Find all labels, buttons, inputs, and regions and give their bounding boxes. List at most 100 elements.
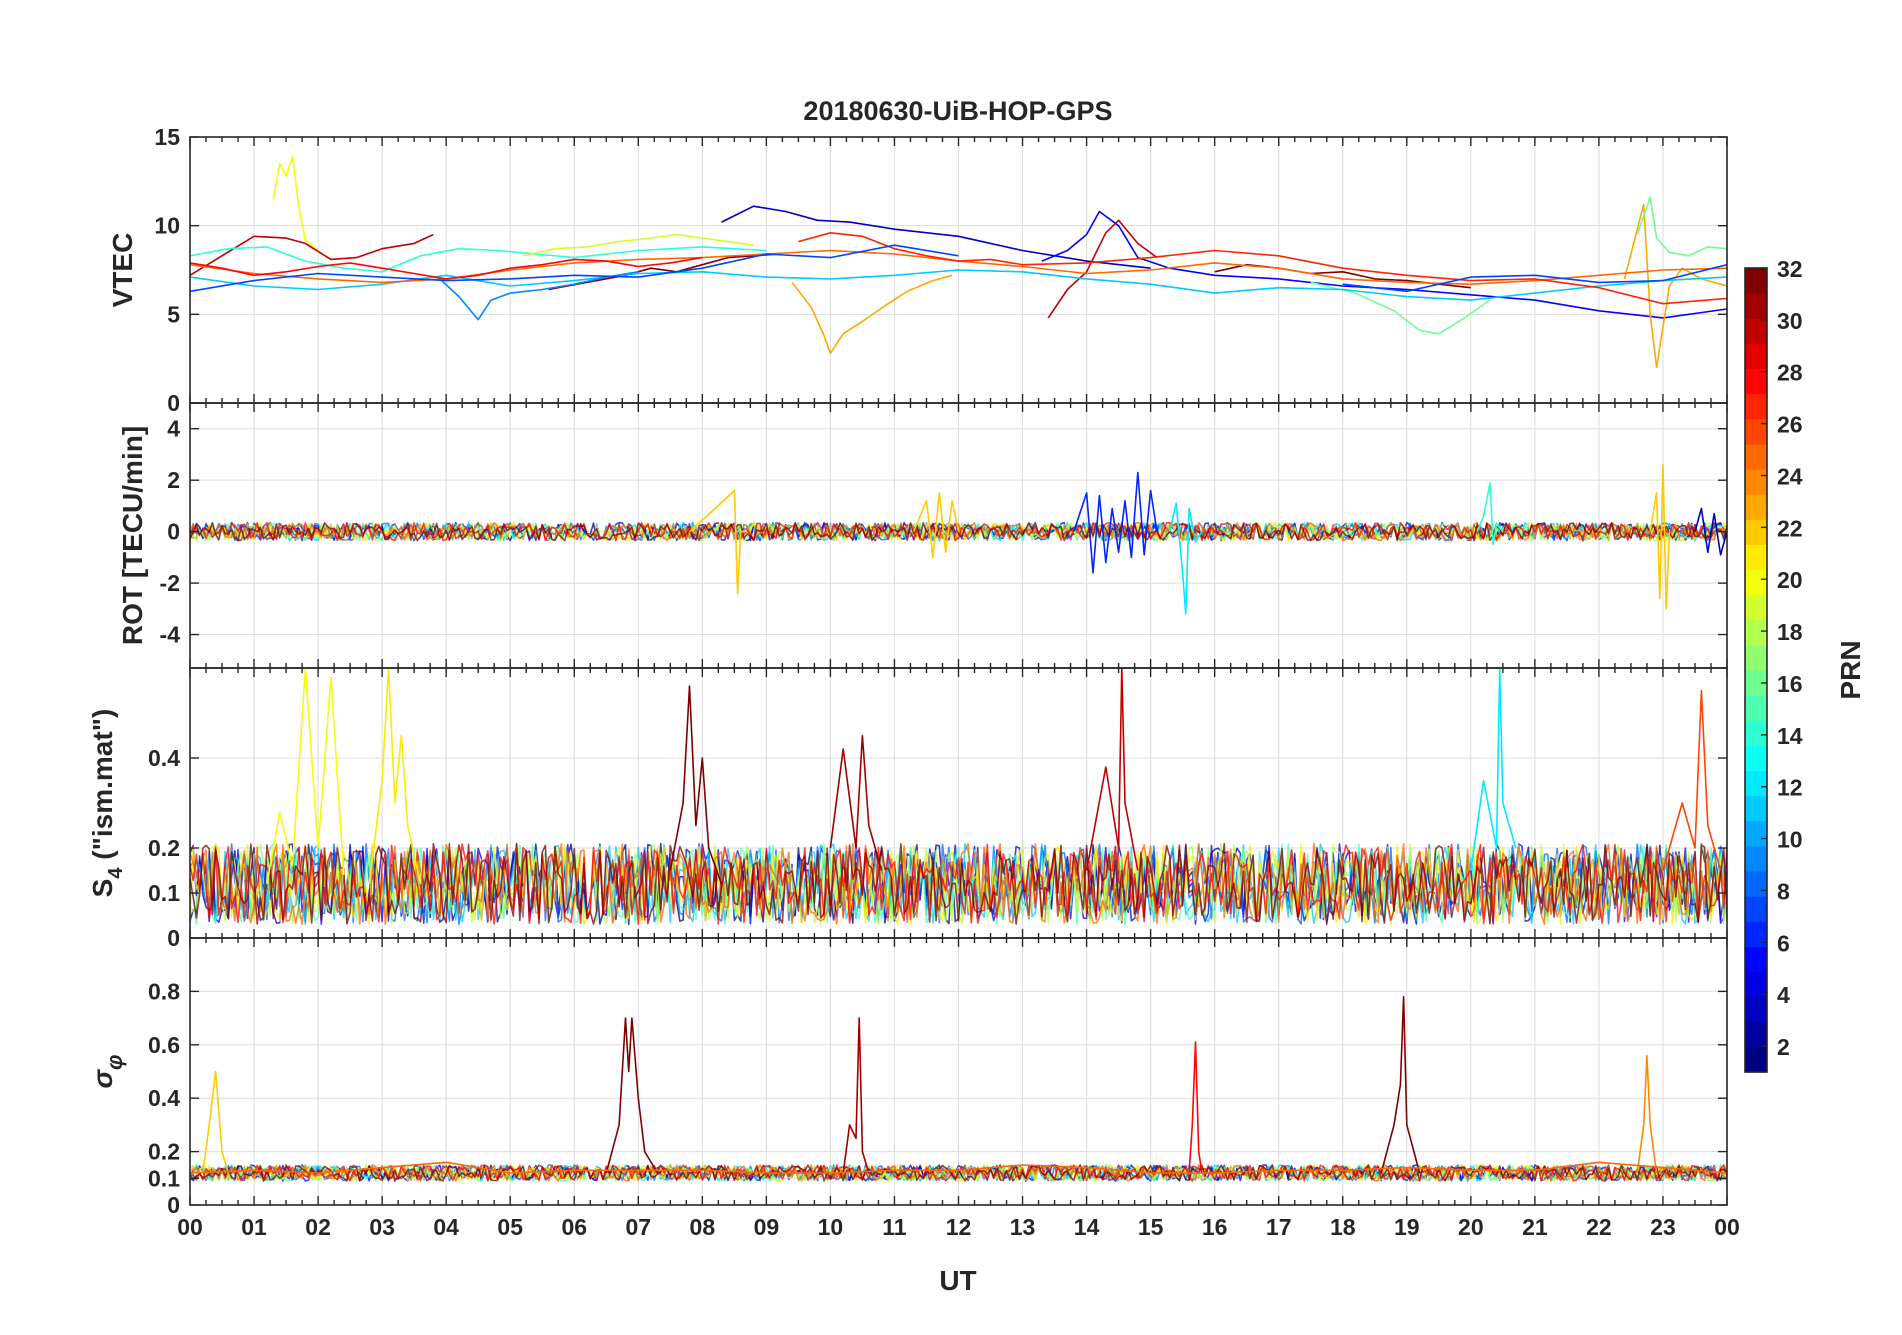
x-tick-label: 23	[1650, 1214, 1676, 1240]
noise-line	[190, 842, 1727, 926]
colorbar-label: PRN	[1835, 640, 1866, 699]
y-tick-label: -4	[160, 622, 181, 648]
x-tick-label: 12	[946, 1214, 972, 1240]
colorbar-swatch	[1745, 368, 1767, 395]
y-tick-label: 0.1	[148, 880, 180, 906]
series-line-prn-27	[798, 232, 1727, 305]
series-line-prn-5	[1041, 210, 1727, 319]
y-tick-label: 4	[167, 416, 180, 442]
colorbar-swatch	[1745, 619, 1767, 646]
colorbar-tick-label: 12	[1777, 775, 1803, 801]
colorbar-swatch	[1745, 519, 1767, 545]
colorbar-swatch	[1745, 695, 1767, 721]
colorbar-tick-label: 16	[1777, 671, 1803, 697]
colorbar-swatch	[1745, 795, 1767, 822]
noise-line	[190, 842, 1727, 926]
colorbar-swatch	[1745, 318, 1767, 344]
series-line-prn-20	[266, 668, 345, 885]
series-group	[190, 463, 1727, 615]
series-line-prn-31	[829, 734, 883, 871]
y-tick-label: 0	[167, 519, 180, 545]
series-line-prn-11	[190, 269, 1727, 301]
colorbar-tick-label: 10	[1777, 827, 1803, 853]
colorbar-tick-label: 4	[1777, 982, 1790, 1008]
series-line-prn-12	[1470, 668, 1517, 871]
x-tick-label: 00	[1714, 1214, 1740, 1240]
x-tick-label: 05	[497, 1214, 523, 1240]
series-line-prn-24	[1636, 1054, 1658, 1174]
y-tick-label: 0.8	[148, 978, 180, 1004]
x-tick-label: 15	[1138, 1214, 1164, 1240]
series-line-prn-21	[368, 668, 422, 885]
colorbar-swatch	[1745, 745, 1767, 772]
x-tick-label: 02	[305, 1214, 331, 1240]
colorbar-swatch	[1745, 845, 1767, 872]
colorbar-swatch	[1745, 820, 1767, 847]
y-tick-label: 2	[167, 467, 180, 493]
x-tick-label: 03	[369, 1214, 395, 1240]
series-line-prn-22	[1649, 463, 1671, 610]
colorbar-swatch	[1745, 418, 1767, 445]
series-line-prn-30	[1085, 668, 1139, 871]
series-line-prn-19	[522, 233, 754, 257]
colorbar-tick-label: 20	[1777, 567, 1803, 593]
panel-vtec: 0 5 10 15 VTEC	[107, 124, 1728, 416]
series-line-prn-28	[190, 256, 703, 280]
x-tick-label: 10	[818, 1214, 844, 1240]
colorbar-tick-label: 24	[1777, 463, 1803, 489]
series-line-prn-3	[1694, 507, 1727, 556]
x-tick-label: 14	[1074, 1214, 1100, 1240]
colorbar-swatch	[1745, 921, 1767, 947]
x-tick-label: 06	[561, 1214, 587, 1240]
series-line-prn-16	[1636, 196, 1727, 257]
colorbar-swatch	[1745, 770, 1767, 797]
series-line-prn-30	[190, 233, 434, 276]
series-line-prn-31	[842, 1017, 870, 1174]
colorbar-swatch	[1745, 644, 1767, 671]
y-tick-label: 0.2	[148, 1139, 180, 1165]
series-line-prn-28	[1188, 1041, 1203, 1174]
series-group	[190, 668, 1727, 926]
x-tick-label: 00	[177, 1214, 203, 1240]
x-tick-label: 01	[241, 1214, 267, 1240]
x-tick-label: 11	[882, 1214, 907, 1240]
y-axis-label: ROT [TECU/min]	[117, 426, 148, 645]
chart-title: 20180630-UiB-HOP-GPS	[803, 96, 1112, 126]
series-line-prn-30	[1047, 219, 1158, 319]
series-line-prn-22	[688, 489, 748, 595]
colorbar-swatch	[1745, 670, 1767, 696]
colorbar-frame	[1744, 267, 1768, 1073]
series-line-prn-14	[1476, 481, 1504, 546]
colorbar-tick-label: 32	[1777, 256, 1803, 282]
colorbar-swatch	[1745, 443, 1767, 470]
colorbar-swatch	[1745, 343, 1767, 370]
y-tick-label: 0	[167, 390, 180, 416]
series-line-prn-22	[912, 492, 960, 559]
y-axis-label: S4 ("ism.mat")	[87, 709, 127, 898]
y-tick-label: 0.6	[148, 1032, 180, 1058]
y-tick-label: 0.1	[148, 1165, 180, 1191]
series-line-prn-23	[791, 274, 953, 355]
x-tick-label: 17	[1266, 1214, 1292, 1240]
noise-line	[190, 521, 1727, 542]
colorbar-swatch	[1745, 1046, 1767, 1073]
series-line-prn-7	[190, 244, 959, 293]
y-tick-label: 10	[154, 213, 180, 239]
series-line-prn-32	[669, 685, 723, 885]
panel-sigma_phi: 00.10.2 0.4 0.6 0.8 σφ 00 01 02 03 04 05 06 07 08 09 10…	[87, 937, 1740, 1240]
panel-rot: -4 -2 0 2 4 ROT [TECU/min]	[117, 402, 1728, 669]
colorbar-swatch	[1745, 946, 1767, 973]
y-tick-label: 5	[167, 301, 180, 327]
colorbar-swatch	[1745, 971, 1767, 998]
colorbar-tick-label: 6	[1777, 930, 1790, 956]
x-tick-label: 13	[1010, 1214, 1036, 1240]
colorbar-tick-label: 8	[1777, 878, 1790, 904]
series-line-prn-12	[1169, 502, 1203, 615]
series-line-prn-6	[1073, 471, 1158, 574]
x-tick-label: 07	[625, 1214, 651, 1240]
colorbar-swatch	[1745, 469, 1767, 495]
x-axis-label: UT	[939, 1265, 976, 1296]
